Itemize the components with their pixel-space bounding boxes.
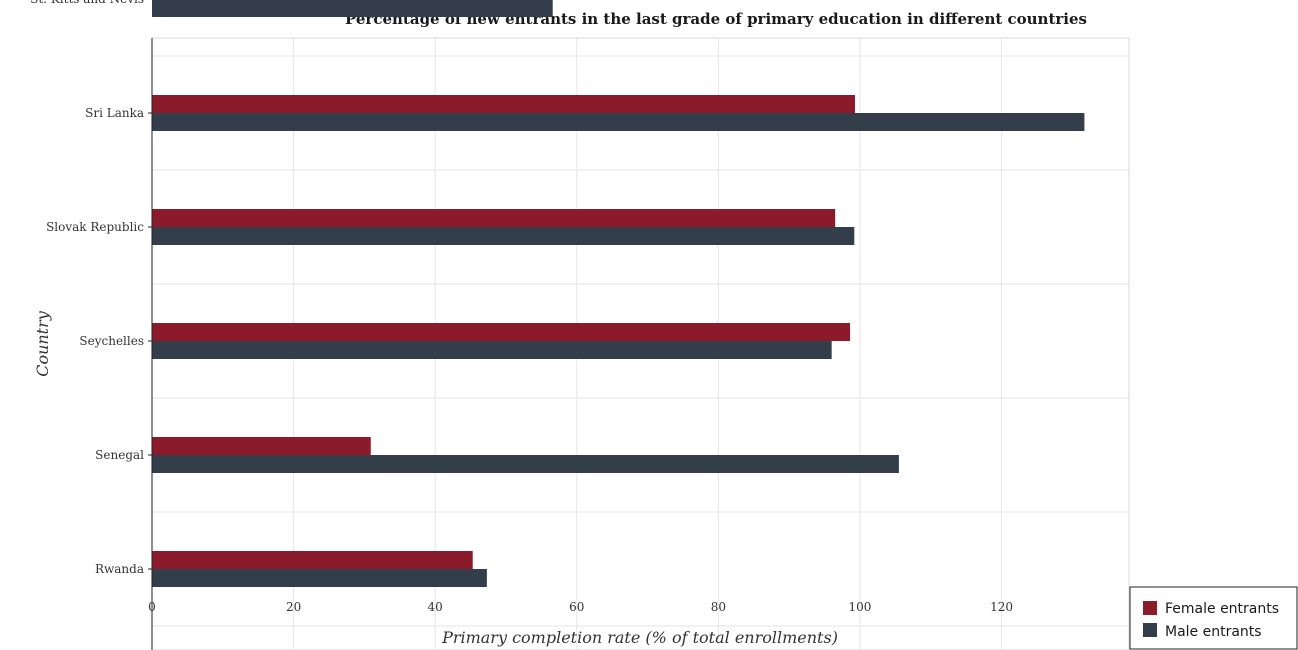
legend: Female entrants Male entrants xyxy=(1129,586,1298,650)
y-tick-label: Slovak Republic xyxy=(46,220,144,234)
y-tick-label: Sri Lanka xyxy=(85,106,144,120)
y-tick-label: Rwanda xyxy=(95,562,144,576)
bar-female-seychelles xyxy=(152,323,851,341)
y-tick-label: Seychelles xyxy=(79,334,144,348)
legend-swatch-female xyxy=(1143,601,1157,615)
bar-male-st-kitts-and-nevis xyxy=(152,0,553,17)
bar-male-rwanda xyxy=(152,569,487,587)
y-tick-label: St. Kitts and Nevis xyxy=(30,0,144,6)
x-tick-label: 60 xyxy=(569,600,584,614)
y-tick-label: Senegal xyxy=(95,448,144,462)
axis-ticks: 020406080100120RwandaSenegalSeychellesSl… xyxy=(30,0,1013,614)
x-axis-title: Primary completion rate (% of total enro… xyxy=(441,628,838,647)
bar-female-slovak-republic xyxy=(152,209,836,227)
bar-female-senegal xyxy=(152,437,371,455)
legend-swatch-male xyxy=(1143,623,1157,637)
x-tick-label: 40 xyxy=(428,600,443,614)
bar-male-senegal xyxy=(152,455,899,473)
bar-male-seychelles xyxy=(152,341,832,359)
legend-box xyxy=(1129,586,1298,650)
x-tick-label: 80 xyxy=(711,600,726,614)
x-tick-label: 20 xyxy=(286,600,301,614)
y-axis-title: Country xyxy=(33,310,52,377)
legend-label-male: Male entrants xyxy=(1165,624,1262,640)
bar-female-rwanda xyxy=(152,551,473,569)
legend-label-female: Female entrants xyxy=(1165,601,1279,617)
bar-male-slovak-republic xyxy=(152,227,855,245)
bar-female-sri-lanka xyxy=(152,95,856,113)
bars xyxy=(152,0,1085,587)
bar-male-sri-lanka xyxy=(152,113,1085,131)
x-tick-label: 120 xyxy=(990,600,1013,614)
x-tick-label: 100 xyxy=(849,600,872,614)
